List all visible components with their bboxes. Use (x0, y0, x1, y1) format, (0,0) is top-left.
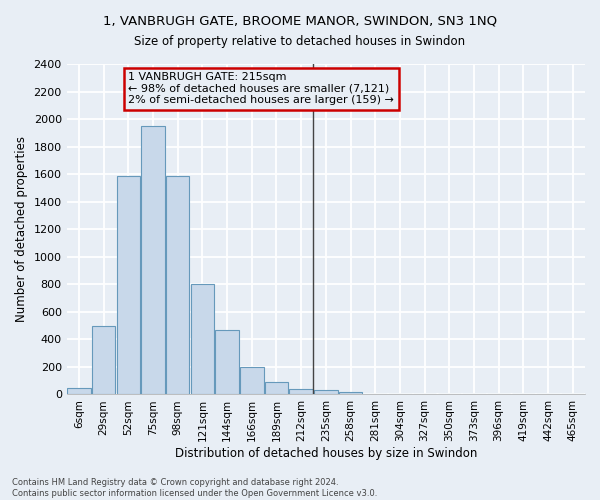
Text: Size of property relative to detached houses in Swindon: Size of property relative to detached ho… (134, 35, 466, 48)
Bar (339, 392, 362, 394)
Text: 1 VANBRUGH GATE: 215sqm
← 98% of detached houses are smaller (7,121)
2% of semi-: 1 VANBRUGH GATE: 215sqm ← 98% of detache… (128, 72, 394, 106)
Bar (215, 330, 239, 394)
Bar (314, 390, 338, 394)
Bar (92, 326, 115, 394)
Text: 1, VANBRUGH GATE, BROOME MANOR, SWINDON, SN3 1NQ: 1, VANBRUGH GATE, BROOME MANOR, SWINDON,… (103, 15, 497, 28)
Bar (240, 367, 263, 394)
Bar (191, 284, 214, 395)
Bar (166, 176, 190, 394)
Bar (289, 389, 313, 394)
Bar (116, 176, 140, 394)
Bar (142, 126, 165, 394)
X-axis label: Distribution of detached houses by size in Swindon: Distribution of detached houses by size … (175, 447, 477, 460)
Y-axis label: Number of detached properties: Number of detached properties (15, 136, 28, 322)
Text: Contains HM Land Registry data © Crown copyright and database right 2024.
Contai: Contains HM Land Registry data © Crown c… (12, 478, 377, 498)
Bar (67, 388, 91, 394)
Bar (265, 382, 288, 394)
